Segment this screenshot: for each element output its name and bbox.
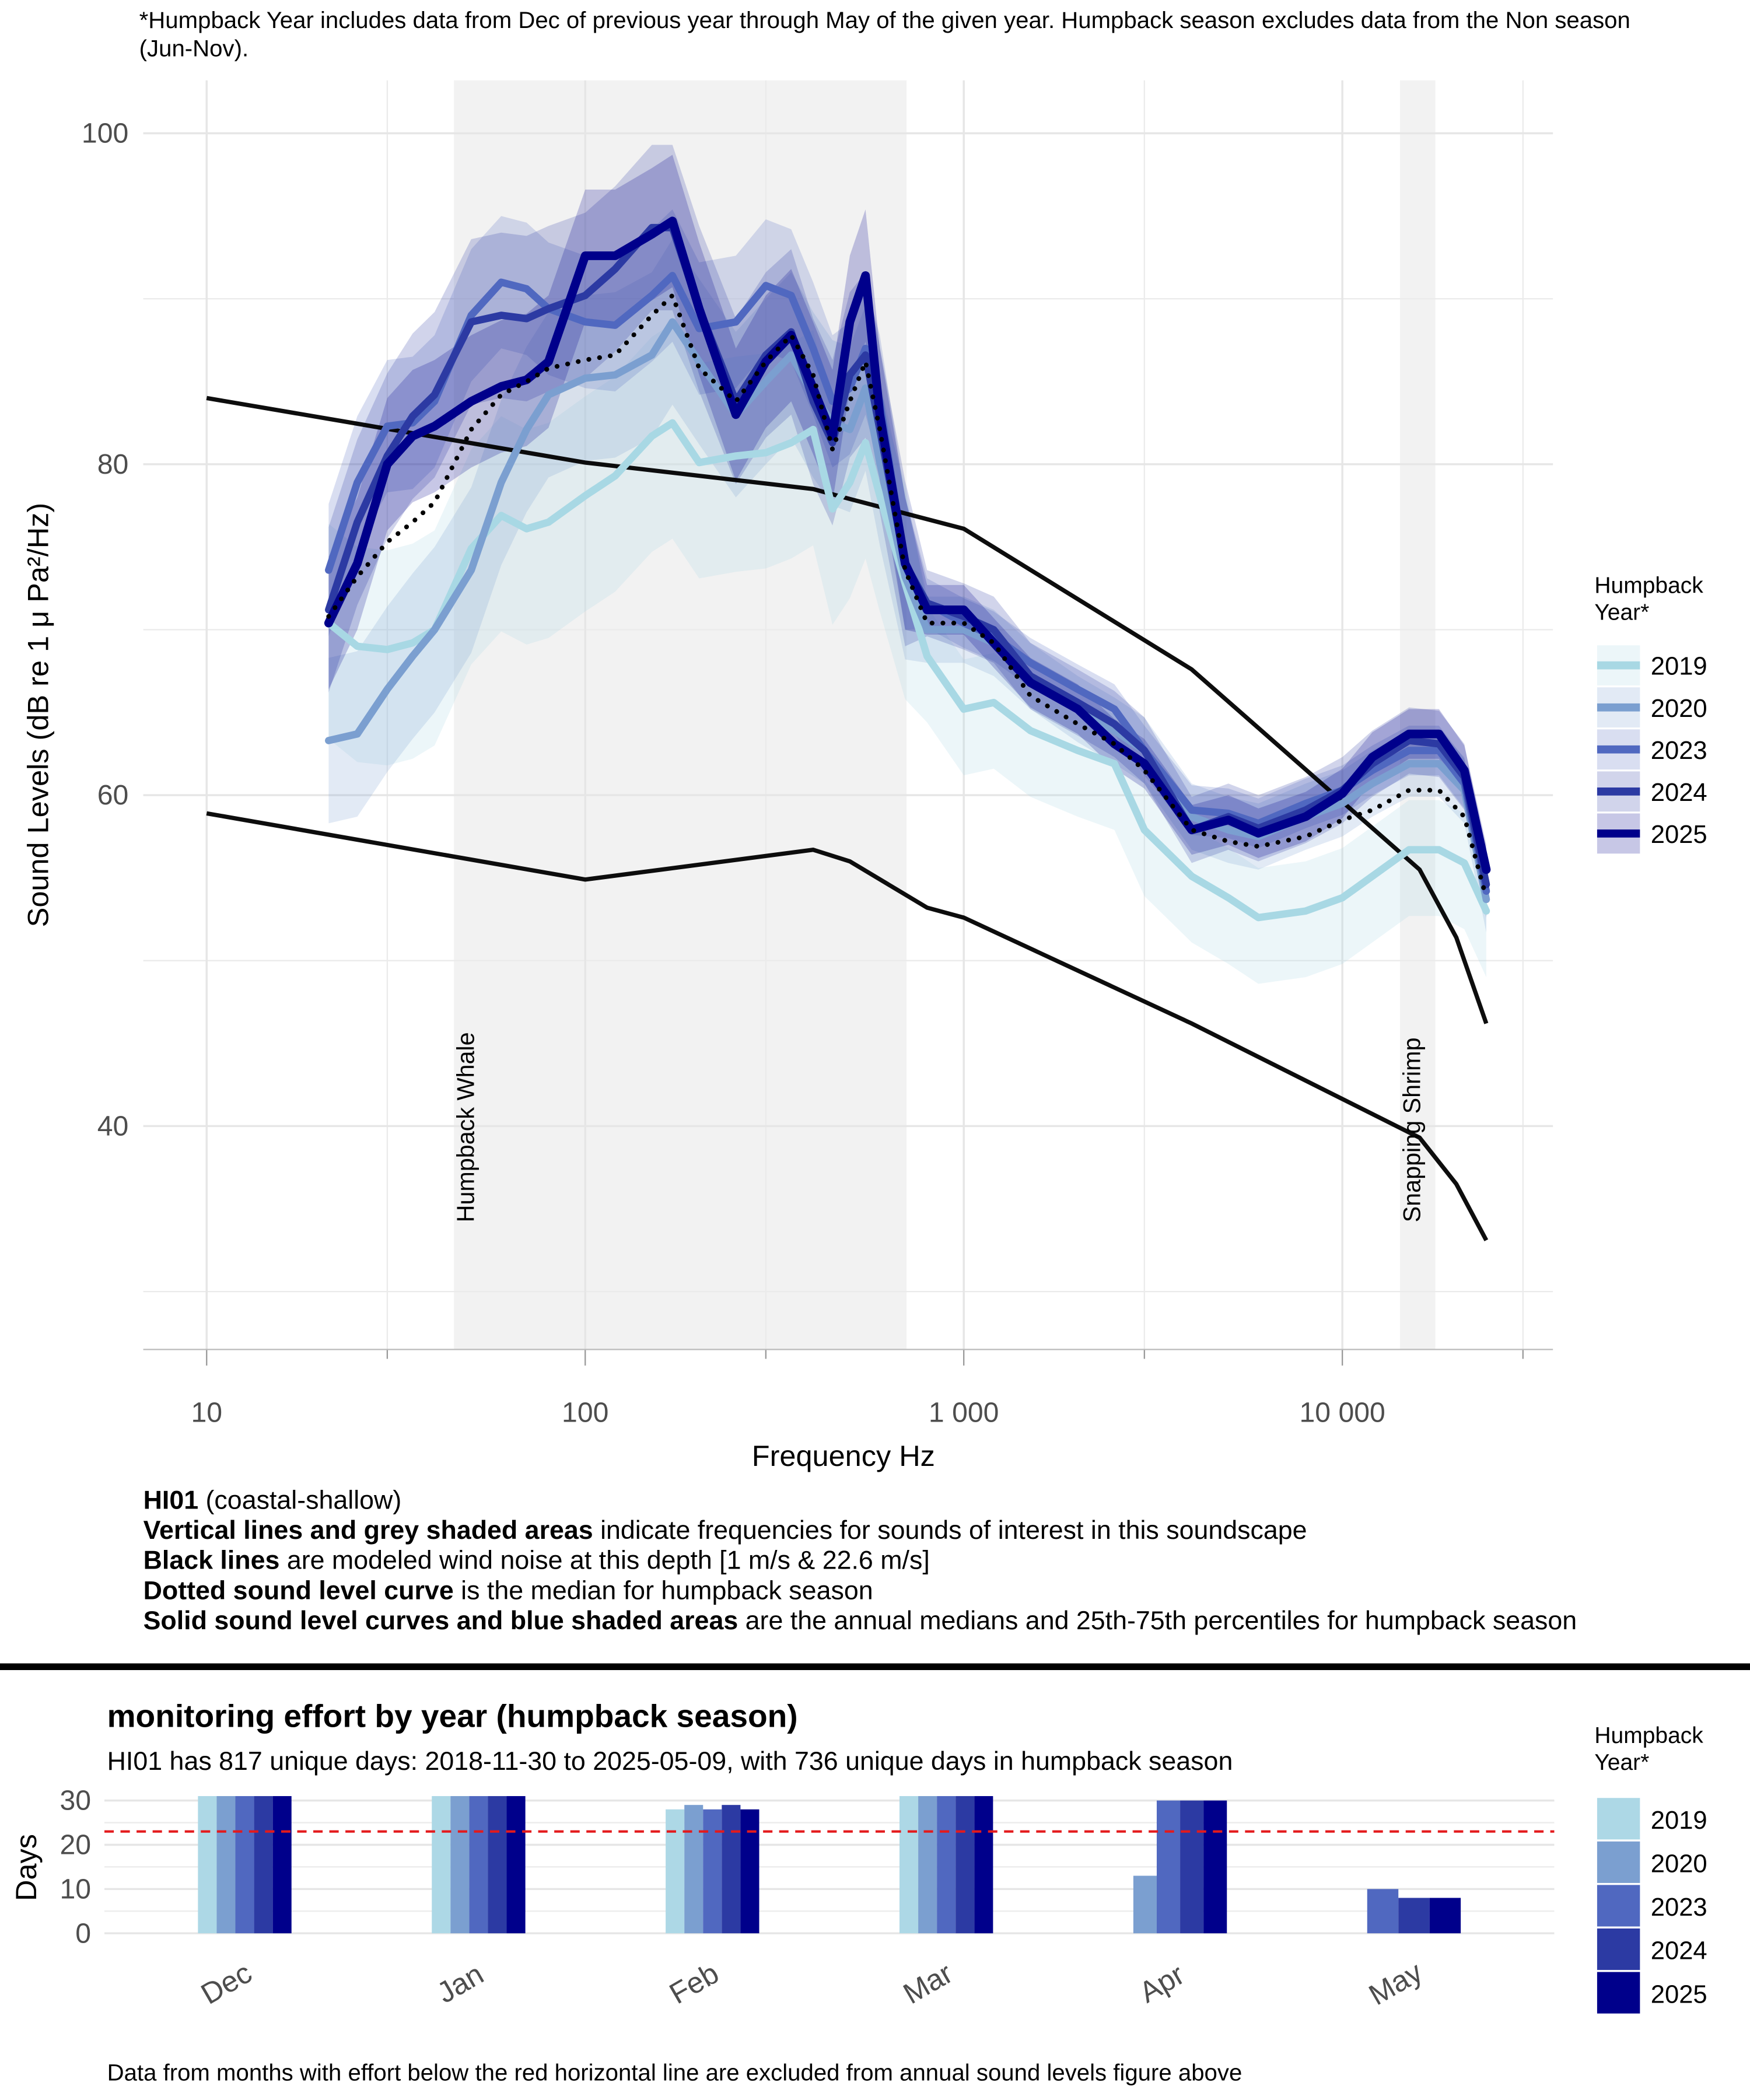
legend-swatch: [1597, 1798, 1640, 1840]
note: Dotted sound level curve is the median f…: [144, 1576, 873, 1605]
bar: [722, 1805, 741, 1934]
wind-noise-line: [206, 396, 1489, 1024]
bar: [432, 1796, 451, 1934]
x-tick-label: 100: [562, 1396, 608, 1428]
x-tick-label: 1 000: [929, 1396, 999, 1428]
bar: [254, 1796, 273, 1934]
caption-box: *Humpback Year includes data from Dec of…: [139, 6, 1630, 62]
bar: [469, 1796, 488, 1934]
bar: [956, 1796, 975, 1934]
legend-label: 2024: [1651, 779, 1707, 807]
note: Black lines are modeled wind noise at th…: [144, 1546, 930, 1575]
percentile-band: [328, 323, 1486, 984]
note-bold: Dotted sound level curve: [144, 1576, 454, 1605]
y-axis-title: Sound Levels (dB re 1 μ Pa²/Hz): [22, 503, 55, 928]
bar: [1180, 1800, 1204, 1934]
bar: [684, 1805, 704, 1934]
bar-legend-title-box: Humpback Year*: [1594, 1723, 1703, 1776]
y-tick-label: 0: [75, 1917, 91, 1949]
y-tick-label: 80: [97, 449, 129, 480]
legend-label: 2025: [1651, 1980, 1707, 2008]
bar: [974, 1796, 993, 1934]
legend-label: 2019: [1651, 653, 1707, 681]
bar-legend-title: Humpback Year*: [1594, 1723, 1703, 1776]
note-text: is the median for humpback season: [454, 1576, 873, 1605]
bar: [450, 1796, 470, 1934]
bar: [488, 1796, 507, 1934]
note-bold: Vertical lines and grey shaded areas: [144, 1516, 593, 1545]
legend-title-box: Humpback Year*: [1594, 573, 1703, 625]
bar: [666, 1809, 685, 1934]
bar: [918, 1796, 937, 1934]
caption: *Humpback Year includes data from Dec of…: [139, 6, 1630, 62]
note: Vertical lines and grey shaded areas ind…: [144, 1516, 1307, 1545]
bar: [1398, 1898, 1430, 1934]
note-text: indicate frequencies for sounds of inter…: [593, 1516, 1307, 1545]
legend-swatch: [1597, 1972, 1640, 2014]
note: HI01 (coastal-shallow): [144, 1485, 402, 1514]
legend-label: 2020: [1651, 1850, 1707, 1878]
bar-chart-title: monitoring effort by year (humpback seas…: [107, 1698, 798, 1734]
legend-swatch: [1597, 1841, 1640, 1883]
legend-label: 2025: [1651, 821, 1707, 849]
bar: [1429, 1898, 1461, 1934]
bar: [900, 1796, 919, 1934]
note: Solid sound level curves and blue shaded…: [144, 1606, 1577, 1635]
legend-title: Humpback Year*: [1594, 573, 1703, 625]
x-tick-label: 10 000: [1299, 1396, 1385, 1428]
bar: [937, 1796, 956, 1934]
bar: [198, 1796, 217, 1934]
bar: [703, 1809, 722, 1934]
note-bold: HI01: [144, 1485, 199, 1514]
bar: [740, 1809, 760, 1934]
y-tick-label: 40: [97, 1111, 129, 1142]
median-line: [325, 419, 1490, 922]
bar: [1156, 1800, 1181, 1934]
y-tick-label: 100: [82, 118, 128, 149]
legend-label: 2023: [1651, 1894, 1707, 1922]
percentile-band: [328, 155, 1486, 895]
legend-label: 2023: [1651, 737, 1707, 765]
bar: [506, 1796, 526, 1934]
note-text: (coastal-shallow): [198, 1485, 401, 1514]
line-chart: 40 60 80 100 10 100 1 000 10 000 Humpback Whale S…: [82, 80, 1707, 1635]
median-line: [324, 216, 1491, 874]
y-tick-label: 20: [60, 1829, 91, 1861]
note-text: are modeled wind noise at this depth [1 …: [279, 1546, 929, 1575]
bar-y-axis-title: Days: [9, 1834, 43, 1901]
legend-label: 2019: [1651, 1807, 1707, 1835]
legend-label: 2020: [1651, 695, 1707, 723]
region-label: Humpback Whale: [453, 1032, 480, 1222]
note-text: are the annual medians and 25th-75th per…: [738, 1606, 1577, 1635]
x-axis-title: Frequency Hz: [752, 1439, 935, 1472]
legend-label: 2024: [1651, 1937, 1707, 1965]
percentile-band: [328, 145, 1486, 918]
bar: [216, 1796, 236, 1934]
y-tick-label: 60: [97, 779, 129, 811]
bar: [235, 1796, 254, 1934]
bar-footnote: Data from months with effort below the r…: [107, 2059, 1242, 2085]
median-line: [325, 223, 1490, 888]
wind-noise-line: [206, 811, 1489, 1241]
bar: [1133, 1875, 1157, 1934]
bar-chart-subtitle: HI01 has 817 unique days: 2018-11-30 to …: [107, 1746, 1233, 1776]
bar: [1203, 1800, 1227, 1934]
x-tick-label: 10: [191, 1396, 222, 1428]
y-tick-label: 30: [60, 1785, 91, 1817]
legend-swatch: [1597, 1885, 1640, 1927]
bar: [272, 1796, 292, 1934]
bar: [1367, 1889, 1399, 1934]
note-bold: Solid sound level curves and blue shaded…: [144, 1606, 738, 1635]
legend-swatch: [1597, 1928, 1640, 1971]
note-bold: Black lines: [144, 1546, 280, 1575]
y-tick-label: 10: [60, 1873, 91, 1905]
